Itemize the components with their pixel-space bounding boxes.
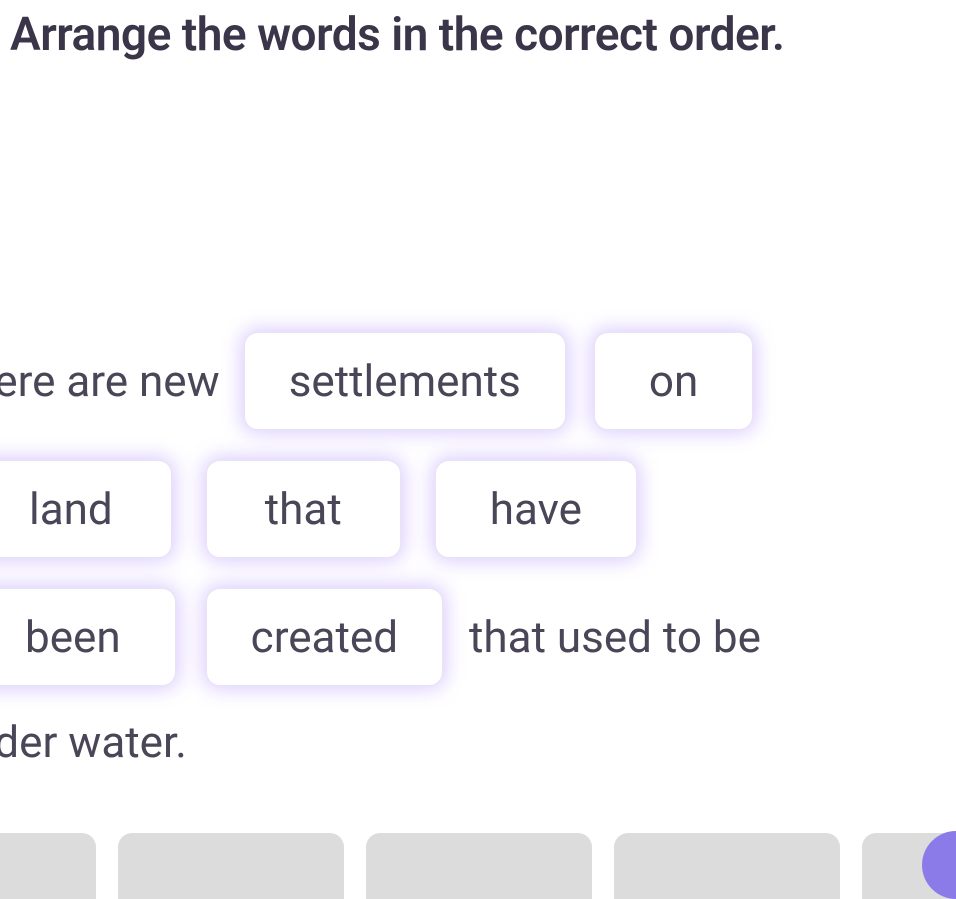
- word-tile-been[interactable]: been: [0, 588, 176, 686]
- word-bank-tray: [0, 833, 956, 899]
- word-tile-on[interactable]: on: [594, 332, 753, 430]
- sentence-construction-area: here are new settlements on land that ha…: [0, 62, 956, 768]
- empty-word-slot[interactable]: [0, 833, 96, 899]
- word-tile-that[interactable]: that: [206, 460, 401, 558]
- static-suffix: nder water.: [0, 716, 187, 768]
- static-mid: that used to be: [469, 611, 761, 663]
- empty-word-slot[interactable]: [118, 833, 344, 899]
- static-prefix: here are new: [0, 355, 220, 407]
- sentence-line-1: here are new settlements on: [0, 332, 956, 430]
- word-tile-created[interactable]: created: [206, 588, 443, 686]
- word-tile-have[interactable]: have: [435, 460, 637, 558]
- word-tile-settlements[interactable]: settlements: [244, 332, 566, 430]
- empty-word-slot[interactable]: [614, 833, 840, 899]
- sentence-line-2: land that have: [0, 460, 956, 558]
- empty-word-slot[interactable]: [366, 833, 592, 899]
- sentence-line-4: nder water.: [0, 716, 956, 768]
- sentence-line-3: been created that used to be: [0, 588, 956, 686]
- instruction-text: Arrange the words in the correct order.: [0, 0, 956, 62]
- word-tile-land[interactable]: land: [0, 460, 172, 558]
